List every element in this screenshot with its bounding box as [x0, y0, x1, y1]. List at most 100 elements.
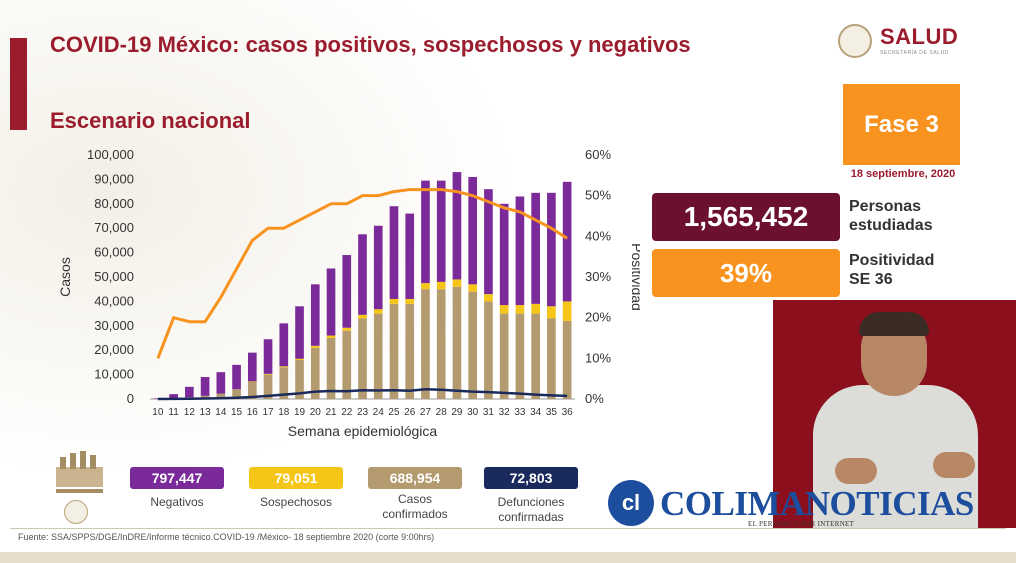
bar-sospechosos — [547, 306, 556, 319]
legend-confirmados-label: Casos confirmados — [368, 492, 462, 522]
bar-confirmados — [405, 303, 415, 399]
page-subtitle: Escenario nacional — [50, 108, 251, 133]
bar-sospechosos — [531, 303, 540, 314]
bar-negativos — [342, 255, 352, 328]
x-tick-label: 33 — [514, 407, 526, 418]
bar-confirmados — [515, 313, 525, 399]
seal-small-icon — [64, 500, 88, 524]
bar-confirmados — [216, 393, 226, 399]
positivity-label-line2: SE 36 — [849, 271, 893, 288]
y-tick-label: 10,000 — [94, 367, 134, 382]
bar-negativos — [515, 196, 525, 306]
bar-sospechosos — [484, 294, 493, 302]
y-axis-label: Casos — [57, 257, 73, 297]
positivity-label: Positividad SE 36 — [849, 251, 934, 289]
y2-tick-label: 10% — [585, 350, 611, 365]
x-tick-label: 19 — [294, 407, 306, 418]
x-tick-label: 29 — [451, 407, 463, 418]
bar-negativos — [185, 386, 194, 398]
legend-sospechosos-label-1: Sospechosos — [259, 495, 333, 509]
bar-negativos — [531, 192, 540, 304]
bar-sospechosos — [247, 381, 257, 382]
bar-confirmados — [547, 318, 556, 399]
x-tick-label: 17 — [262, 407, 274, 418]
bar-sospechosos — [373, 309, 383, 314]
bar-sospechosos — [562, 301, 572, 321]
bar-confirmados — [421, 289, 430, 399]
bar-negativos — [421, 180, 430, 284]
legend-confirmados-label-2: confirmados — [382, 507, 448, 521]
y-tick-label: 100,000 — [87, 147, 134, 162]
bar-negativos — [484, 189, 493, 295]
bar-negativos — [279, 323, 289, 367]
bar-sospechosos — [263, 373, 273, 375]
bar-sospechosos — [358, 314, 367, 319]
bar-negativos — [562, 181, 572, 302]
bar-confirmados — [263, 374, 273, 399]
legend-negativos-label: Negativos — [130, 495, 224, 510]
footer-band — [0, 552, 1016, 563]
bar-sospechosos — [279, 366, 289, 368]
right-hand — [933, 452, 975, 478]
bar-confirmados — [358, 318, 367, 399]
legend-defunciones-value: 72,803 — [484, 467, 578, 489]
left-hand — [835, 458, 877, 484]
legend-confirmados-label-1: Casos — [397, 492, 432, 506]
positivity-label-line1: Positividad — [849, 252, 935, 269]
legend-negativos-label-1: Negativos — [150, 495, 204, 509]
persons-studied-label: Personas estudiadas — [849, 197, 933, 235]
x-tick-label: 36 — [562, 407, 574, 418]
x-tick-label: 28 — [436, 407, 448, 418]
y2-tick-label: 60% — [585, 147, 611, 162]
bar-sospechosos — [342, 327, 352, 331]
bar-confirmados — [499, 313, 509, 399]
bar-confirmados — [153, 398, 163, 400]
bar-confirmados — [531, 313, 540, 399]
x-tick-label: 26 — [404, 407, 416, 418]
bar-confirmados — [295, 359, 304, 399]
bar-negativos — [436, 180, 446, 282]
x-tick-label: 25 — [388, 407, 400, 418]
persons-label-line1: Personas — [849, 198, 922, 215]
bar-confirmados — [247, 381, 257, 399]
y2-tick-label: 40% — [585, 228, 611, 243]
y2-axis-label: Positividad — [629, 243, 640, 311]
salud-logo: SALUD SECRETARÍA DE SALUD — [838, 22, 966, 62]
bar-negativos — [468, 176, 478, 285]
legend-defunciones-label-2: confirmadas — [498, 510, 564, 524]
bar-negativos — [326, 268, 336, 336]
bar-confirmados — [468, 291, 478, 399]
footer-divider — [10, 528, 1006, 529]
bar-sospechosos — [421, 283, 430, 290]
x-tick-label: 12 — [184, 407, 196, 418]
y2-tick-label: 50% — [585, 188, 611, 203]
bar-negativos — [373, 225, 383, 310]
logo-subtext: SECRETARÍA DE SALUD — [880, 50, 950, 56]
x-tick-label: 10 — [152, 407, 164, 418]
legend-sospechosos-label: Sospechosos — [249, 495, 343, 510]
watermark-logo-icon: cl — [608, 480, 654, 526]
bar-sospechosos — [436, 281, 446, 290]
background-pattern — [0, 0, 520, 480]
accent-bar — [10, 38, 27, 130]
persons-label-line2: estudiadas — [849, 217, 933, 234]
bar-confirmados — [279, 367, 289, 399]
bar-sospechosos — [452, 279, 462, 287]
bar-negativos — [169, 394, 178, 399]
y-tick-label: 50,000 — [94, 269, 134, 284]
bar-sospechosos — [499, 305, 509, 314]
covid-chart: 0 10,000 20,000 30,000 40,000 50,000 60,000 70,… — [57, 147, 640, 439]
bar-confirmados — [562, 320, 572, 399]
bar-negativos — [452, 172, 462, 280]
source-footnote: Fuente: SSA/SPPS/DGE/InDRE/Informe técni… — [18, 532, 435, 542]
y-tick-label: 70,000 — [94, 220, 134, 235]
x-axis-label: Semana epidemiológica — [288, 423, 438, 439]
x-tick-label: 13 — [200, 407, 212, 418]
x-tick-label: 21 — [325, 407, 337, 418]
bar-confirmados — [389, 303, 399, 399]
seal-icon — [838, 24, 872, 58]
bar-negativos — [263, 339, 273, 374]
y-tick-label: 90,000 — [94, 171, 134, 186]
phase-badge: Fase 3 — [843, 84, 960, 165]
legend-defunciones-label: Defunciones confirmadas — [484, 495, 578, 525]
